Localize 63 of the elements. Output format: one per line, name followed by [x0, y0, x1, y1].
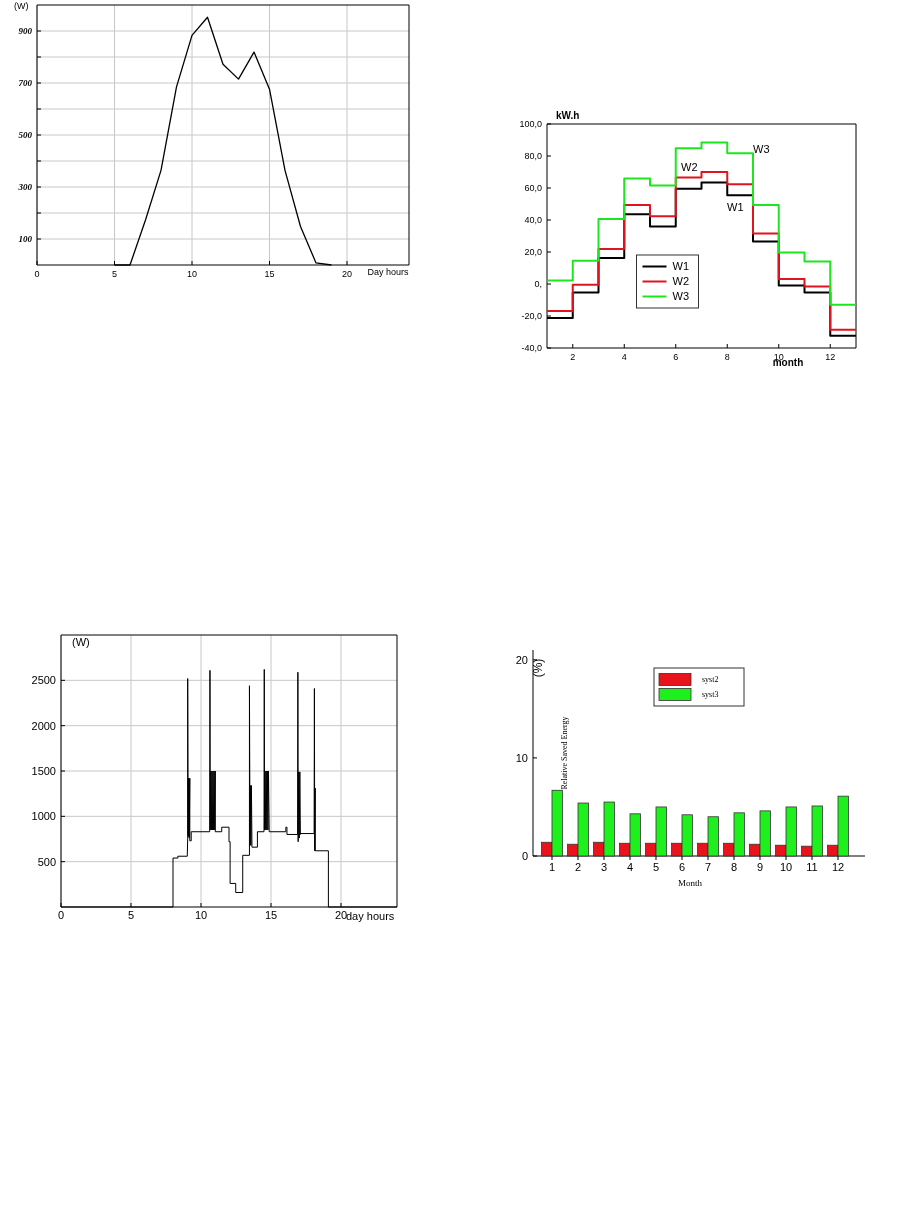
y-tick-label: 100: [18, 234, 33, 245]
y-tick-label: -20,0: [521, 311, 542, 322]
y-tick-label: 0,: [534, 279, 542, 290]
x-tick-label: 5: [127, 909, 135, 921]
y-tick-label: 80,0: [524, 151, 542, 162]
annotation: W3: [753, 143, 770, 155]
x-tick-label: 10: [779, 861, 793, 873]
x-tick-label: 4: [621, 352, 627, 362]
y-tick-label: 100,0: [519, 119, 542, 130]
x-tick-label: 10: [186, 269, 198, 279]
annotation: (%): [531, 658, 545, 678]
x-axis-title: day hours: [346, 910, 395, 922]
y-axis-title: kW.h: [556, 110, 580, 121]
x-tick-label: 12: [825, 352, 836, 362]
y-tick-label: 40,0: [524, 215, 542, 226]
y-tick-label: 60,0: [524, 183, 542, 194]
x-tick-label: 6: [673, 352, 679, 362]
y-tick-label: 2500: [31, 674, 56, 687]
x-tick-label: 15: [264, 269, 275, 279]
y-tick-label: 0: [521, 849, 528, 862]
x-tick-label: 7: [704, 861, 712, 873]
y-axis-title: (W): [72, 636, 90, 648]
x-tick-label: 5: [111, 269, 118, 279]
x-tick-label: 20: [341, 269, 353, 279]
legend-label: W2: [672, 275, 689, 288]
y-tick-label: 20,0: [524, 247, 542, 258]
x-tick-label: 0: [57, 909, 65, 921]
y-axis-title: Relative Saved Energy: [560, 716, 569, 790]
x-tick-label: 8: [724, 352, 730, 362]
y-tick-label: 10: [515, 751, 528, 764]
x-tick-label: 11: [806, 861, 818, 873]
y-tick-label: 500: [37, 855, 56, 868]
y-tick-label: 500: [18, 130, 33, 141]
x-tick-label: 12: [831, 861, 845, 873]
x-tick-label: 5: [652, 861, 660, 873]
x-tick-label: 9: [756, 861, 764, 873]
y-tick-label: 1000: [31, 810, 56, 823]
x-axis-title: Day hours: [367, 267, 409, 277]
y-tick-label: 900: [18, 26, 33, 37]
legend-label: W3: [672, 290, 689, 303]
x-tick-label: 15: [264, 909, 278, 921]
x-tick-label: 4: [626, 861, 634, 873]
legend-label: syst3: [702, 690, 719, 700]
legend-label: W1: [672, 260, 689, 273]
y-axis-title: (W): [14, 1, 29, 11]
y-tick-label: 1500: [31, 764, 56, 777]
annotation: W1: [727, 201, 744, 213]
x-tick-label: 2: [574, 861, 582, 873]
x-tick-label: 8: [730, 861, 738, 873]
y-tick-label: 2000: [31, 719, 56, 732]
x-tick-label: 10: [194, 909, 208, 921]
x-tick-label: 20: [334, 909, 348, 921]
x-tick-label: 1: [548, 861, 556, 873]
y-tick-label: 300: [17, 182, 33, 193]
y-tick-label: 700: [18, 78, 33, 89]
legend-label: syst2: [702, 675, 719, 685]
y-tick-label: -40,0: [521, 343, 542, 354]
x-tick-label: 2: [570, 352, 576, 362]
annotation: W2: [681, 161, 698, 173]
y-tick-label: 20: [515, 653, 528, 666]
x-tick-label: 3: [600, 861, 608, 873]
x-tick-label: 6: [678, 861, 686, 873]
x-axis-title: Month: [677, 878, 703, 888]
